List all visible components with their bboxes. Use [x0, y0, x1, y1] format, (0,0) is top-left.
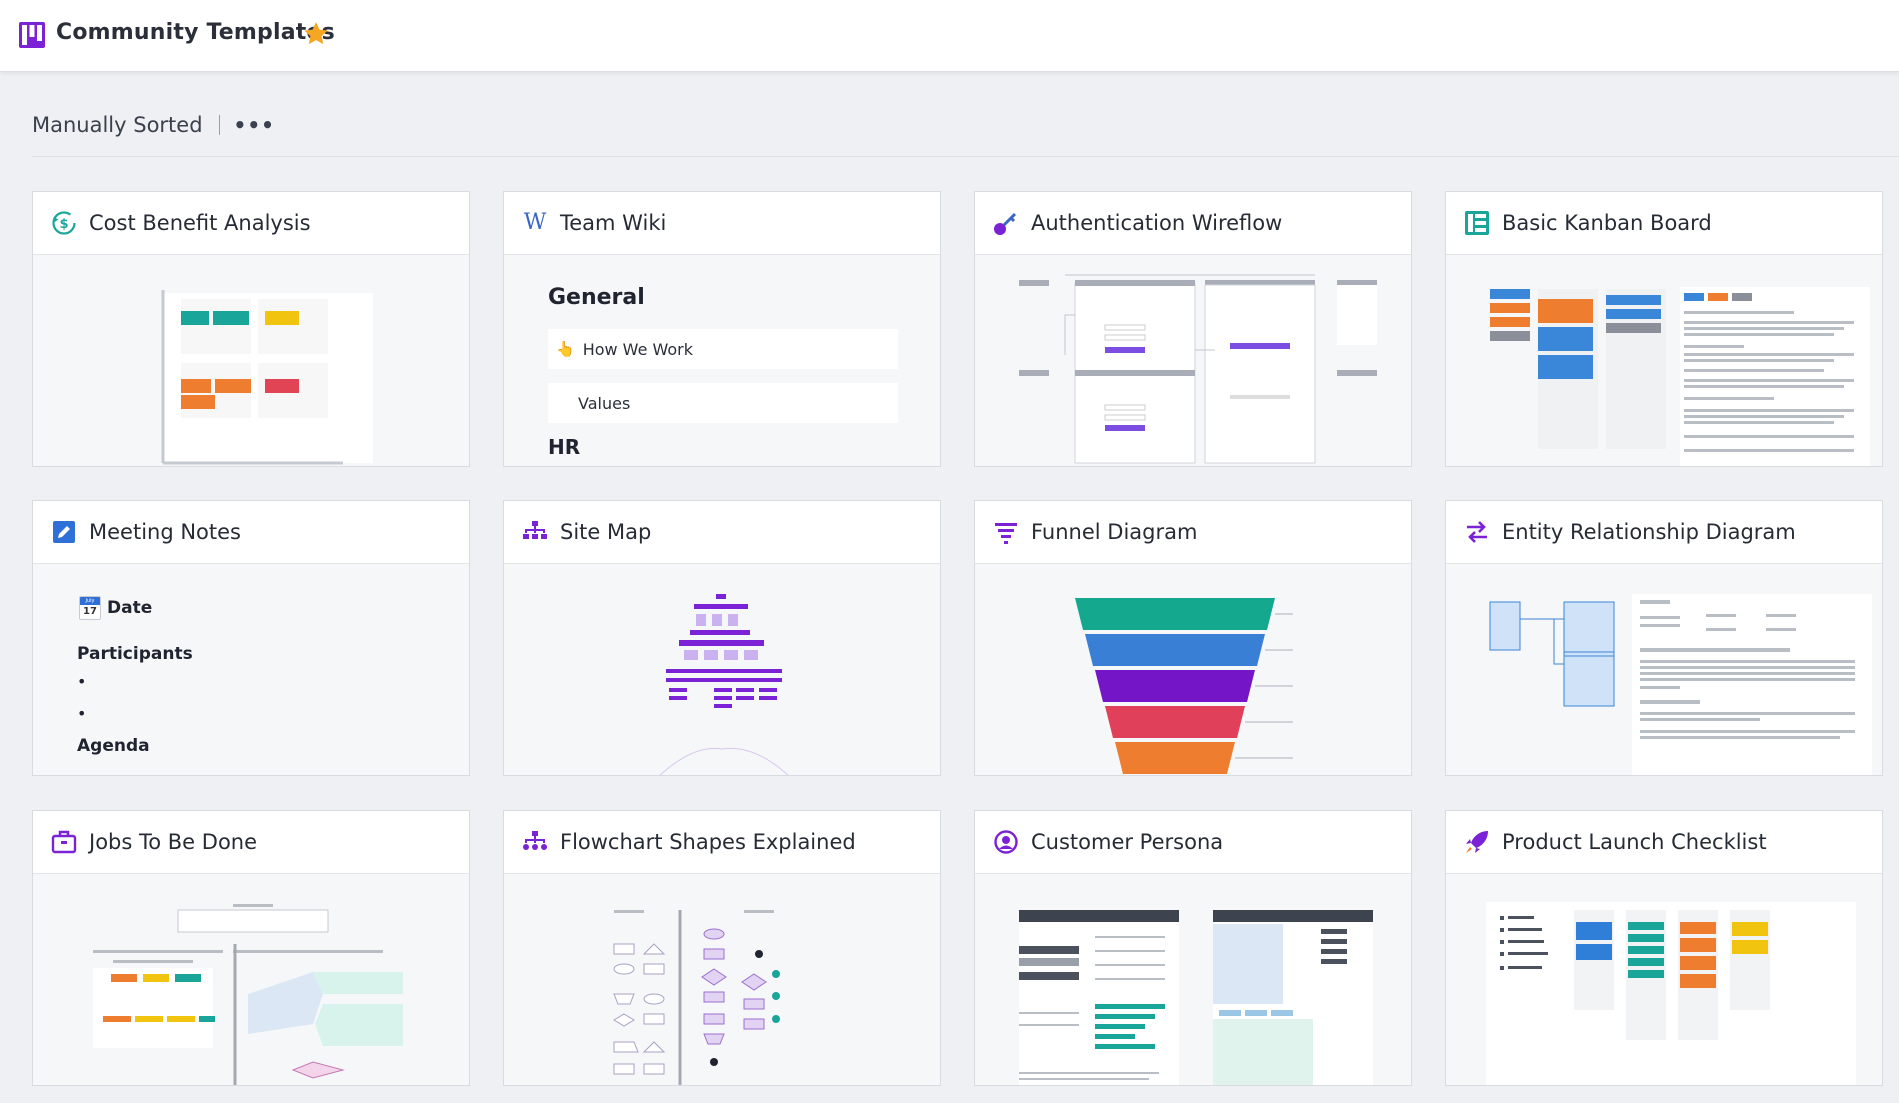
more-options-button[interactable]: •••	[233, 113, 275, 137]
key-icon	[994, 212, 1017, 235]
participants-label: Participants	[77, 644, 193, 664]
template-card[interactable]: Customer Persona	[974, 810, 1412, 1086]
card-title: Site Map	[560, 520, 652, 544]
card-header: $ Cost Benefit Analysis	[33, 192, 469, 255]
card-preview	[975, 874, 1411, 1085]
card-preview	[33, 874, 469, 1085]
bullet: •	[77, 704, 87, 723]
card-preview	[975, 564, 1411, 775]
separator	[218, 115, 220, 135]
calendar-month: July	[80, 597, 100, 605]
card-header: Entity Relationship Diagram	[1446, 501, 1882, 564]
sitemap-icon	[523, 521, 547, 539]
card-title: Cost Benefit Analysis	[89, 211, 311, 235]
card-header: Basic Kanban Board	[1446, 192, 1882, 255]
template-card[interactable]: $ Cost Benefit Analysis	[32, 191, 470, 467]
card-header: Product Launch Checklist	[1446, 811, 1882, 874]
card-title: Authentication Wireflow	[1031, 211, 1283, 235]
template-card[interactable]: Product Launch Checklist	[1445, 810, 1883, 1086]
card-header: W Team Wiki	[504, 192, 940, 255]
hierarchy-icon	[523, 831, 547, 850]
card-header: Flowchart Shapes Explained	[504, 811, 940, 874]
template-card[interactable]: W Team Wiki General 👆 How We Work Values…	[503, 191, 941, 467]
top-bar: Community Templates	[0, 0, 1899, 72]
card-header: Authentication Wireflow	[975, 192, 1411, 255]
dollar-cycle-icon: $	[52, 211, 76, 235]
card-preview	[1446, 874, 1882, 1085]
board-icon	[19, 22, 45, 48]
svg-text:$: $	[59, 217, 68, 232]
date-label: Date	[107, 598, 153, 618]
wiki-section-heading: General	[548, 285, 645, 310]
card-title: Jobs To Be Done	[89, 830, 258, 854]
card-preview	[33, 255, 469, 466]
card-title: Team Wiki	[560, 211, 667, 235]
card-preview	[504, 874, 940, 1085]
card-preview	[1446, 564, 1882, 775]
arrows-exchange-icon	[1467, 521, 1487, 543]
calendar-icon: July 17	[79, 596, 101, 620]
sort-dropdown[interactable]: Manually Sorted	[32, 113, 203, 137]
card-header: Jobs To Be Done	[33, 811, 469, 874]
template-card[interactable]: Entity Relationship Diagram	[1445, 500, 1883, 776]
card-title: Meeting Notes	[89, 520, 241, 544]
pencil-note-icon	[53, 521, 75, 543]
card-header: Site Map	[504, 501, 940, 564]
wikipedia-w-icon: W	[523, 210, 547, 235]
wiki-page-label: Values	[578, 393, 631, 413]
card-preview	[504, 564, 940, 775]
template-card[interactable]: Authentication Wireflow	[974, 191, 1412, 467]
card-header: Funnel Diagram	[975, 501, 1411, 564]
card-title: Entity Relationship Diagram	[1502, 520, 1796, 544]
star-icon[interactable]	[302, 20, 330, 48]
wiki-section-heading: HR	[548, 435, 581, 459]
template-card[interactable]: Funnel Diagram	[974, 500, 1412, 776]
card-title: Basic Kanban Board	[1502, 211, 1712, 235]
agenda-label: Agenda	[77, 736, 150, 756]
template-card[interactable]: Site Map	[503, 500, 941, 776]
card-preview	[975, 255, 1411, 466]
card-title: Flowchart Shapes Explained	[560, 830, 856, 854]
card-title: Product Launch Checklist	[1502, 830, 1767, 854]
calendar-day: 17	[83, 606, 97, 617]
card-header: Customer Persona	[975, 811, 1411, 874]
funnel-icon	[995, 523, 1017, 544]
card-title: Customer Persona	[1031, 830, 1224, 854]
user-circle-icon	[994, 830, 1018, 854]
wiki-page-item: 👆 How We Work	[548, 329, 898, 369]
hand-icon: 👆	[556, 340, 575, 358]
wiki-page-label: How We Work	[582, 339, 694, 359]
divider	[32, 156, 1899, 157]
kanban-icon	[1465, 211, 1489, 235]
sort-bar: Manually Sorted •••	[32, 110, 275, 140]
rocket-icon	[1466, 831, 1488, 853]
card-preview: July 17 Date Participants • • Agenda	[33, 564, 469, 775]
briefcase-icon	[51, 830, 77, 854]
template-card[interactable]: Basic Kanban Board	[1445, 191, 1883, 467]
page-title: Community Templates	[56, 20, 335, 45]
template-card[interactable]: Meeting Notes July 17 Date Participants …	[32, 500, 470, 776]
template-card[interactable]: Jobs To Be Done	[32, 810, 470, 1086]
card-preview: General 👆 How We Work Values HR	[504, 255, 940, 466]
card-preview	[1446, 255, 1882, 466]
card-header: Meeting Notes	[33, 501, 469, 564]
template-card[interactable]: Flowchart Shapes Explained	[503, 810, 941, 1086]
bullet: •	[77, 672, 87, 691]
wiki-page-item: Values	[548, 383, 898, 423]
card-title: Funnel Diagram	[1031, 520, 1198, 544]
